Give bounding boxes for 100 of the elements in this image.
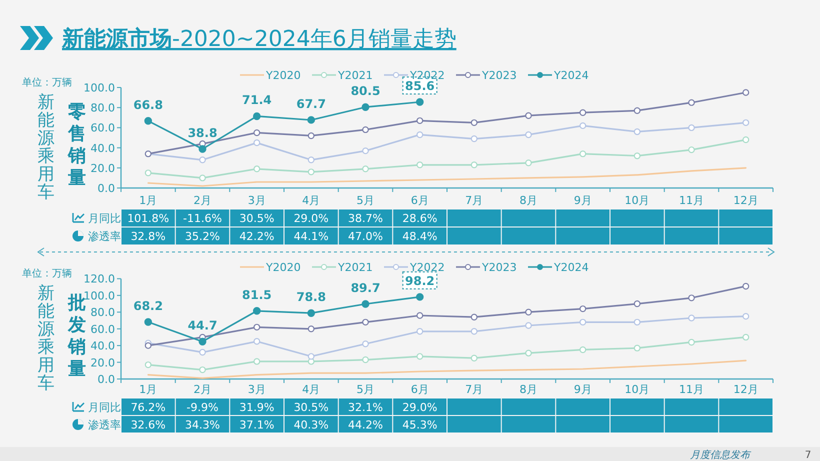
y-tick-label: 100.0 [84,289,115,302]
point [688,338,695,346]
point [362,147,369,154]
point [308,353,315,360]
point [525,112,532,119]
data-label: 89.7 [350,281,380,296]
category-label: 渗透率 [88,418,121,432]
point [362,300,370,308]
legend-label: Y2023 [481,261,517,274]
point [634,300,641,308]
point [742,334,750,341]
point [199,156,206,164]
point [579,109,586,116]
y-tick-label: 100.0 [84,82,115,94]
point [307,116,316,124]
text: 新能源乘用车 [38,284,54,394]
x-tick-label: 9月 [574,383,592,396]
point [525,131,532,138]
point [362,356,369,364]
x-tick-label: 5月 [356,383,374,396]
text: 44.2% [348,418,383,432]
point [198,338,206,346]
data-label: 98.2 [405,274,435,288]
point [416,312,424,319]
point [634,318,641,326]
text: 44.1% [294,230,329,243]
text: 32.1% [348,400,383,414]
x-tick-label: 12月 [733,194,758,207]
text: 单位：万辆 [22,268,72,280]
x-tick-label: 1月 [139,194,158,207]
legend-label: Y2023 [481,69,517,82]
y-tick-label: 60.0 [90,322,115,336]
category-label: 月同比 [88,212,121,225]
y-tick-label: 40.0 [90,142,115,155]
text: 30.5% [239,212,274,225]
text: 37.1% [239,418,274,432]
point [742,312,750,320]
point [634,152,641,160]
text: 76.2% [130,400,166,414]
point [470,162,478,168]
point [308,132,315,140]
point [308,326,315,332]
x-tick-label: 7月 [465,383,484,396]
x-tick-label: 12月 [733,383,758,396]
text: 7 [804,450,812,461]
point [144,170,152,176]
x-tick-label: 3月 [248,383,266,396]
text: 38.7% [348,212,383,225]
point [416,162,424,168]
legend-label: Y2020 [265,69,301,82]
text: 48.4% [402,230,438,243]
text: -9.9% [186,400,218,414]
x-tick-label: 8月 [520,383,538,396]
x-tick-label: 1月 [139,383,158,396]
point [579,150,586,158]
point [253,358,260,365]
point [416,131,424,138]
point [252,307,261,315]
point [742,89,750,96]
point [144,318,152,326]
point [144,117,152,125]
x-tick-label: 4月 [302,194,320,207]
point [307,309,316,317]
line-series [147,167,747,187]
point [688,99,695,106]
y-tick-label: 80.0 [90,102,115,115]
point [634,107,641,114]
text: 47.0% [348,230,383,243]
point [470,354,478,362]
data-label: 38.8 [188,126,218,140]
point [525,350,532,356]
x-tick-label: 6月 [410,383,429,396]
text: 31.9% [239,400,274,414]
point [579,305,586,312]
x-tick-label: 4月 [302,383,320,396]
point [144,361,152,368]
point [416,353,424,360]
legend-label: Y2021 [337,69,373,82]
point [688,294,695,302]
point [308,168,315,176]
text: 单位：万辆 [22,76,72,88]
data-label: 81.5 [242,288,272,302]
x-tick-label: 9月 [574,194,592,207]
point [470,314,478,320]
point [742,282,750,290]
y-tick-label: 80.0 [90,306,115,320]
point [634,128,641,136]
line-series [147,360,747,379]
x-tick-label: 2月 [194,194,212,207]
x-tick-label: 3月 [248,194,266,207]
text: 29.0% [294,212,329,225]
point [362,166,369,172]
category-label: 月同比 [88,401,121,414]
point [470,119,478,126]
text: 30.5% [294,400,329,414]
point [688,124,695,132]
y-tick-label: 120.0 [84,272,115,286]
point [416,117,424,124]
legend-label: Y2020 [265,261,301,274]
x-tick-label: 5月 [356,194,374,207]
